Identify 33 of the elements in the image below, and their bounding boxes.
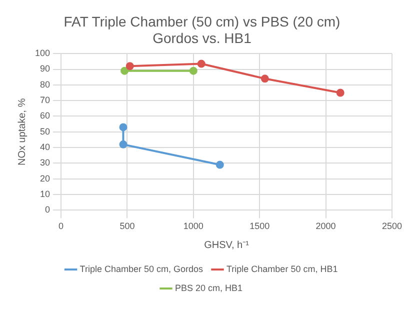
y-tick-label: 80 xyxy=(40,79,50,90)
y-axis-title: NOx uptake, % xyxy=(16,98,28,166)
y-tick-label: 70 xyxy=(40,95,50,106)
y-tick-label: 30 xyxy=(40,158,50,168)
y-tick-label: 50 xyxy=(40,126,50,136)
y-tick-label: 60 xyxy=(40,110,50,121)
point xyxy=(260,74,269,83)
x-axis-title: GHSV, h⁻¹ xyxy=(204,240,250,251)
legend-label: Triple Chamber 50 cm, Gordos xyxy=(80,264,204,274)
point xyxy=(120,66,129,75)
x-tick-label: 500 xyxy=(120,221,135,232)
chart-subtitle: Gordos vs. HB1 xyxy=(152,30,252,46)
y-tick-label: 10 xyxy=(40,189,50,200)
y-tick-label: 90 xyxy=(40,64,50,74)
y-tick-label: 0 xyxy=(45,204,50,215)
point xyxy=(119,140,128,148)
y-tick-label: 100 xyxy=(34,48,50,58)
point xyxy=(126,62,134,70)
chart-title: FAT Triple Chamber (50 cm) vs PBS (20 cm) xyxy=(64,13,340,30)
y-tick-label: 40 xyxy=(40,142,50,152)
y-tick-label: 20 xyxy=(40,173,50,184)
point xyxy=(189,66,198,75)
point xyxy=(216,160,224,169)
x-tick-label: 0 xyxy=(58,221,64,232)
point xyxy=(336,88,344,97)
point xyxy=(197,60,206,68)
x-tick-label: 1000 xyxy=(183,221,204,232)
legend-label: PBS 20 cm, HB1 xyxy=(174,282,243,293)
point xyxy=(119,123,128,132)
legend-label: Triple Chamber 50 cm, HB1 xyxy=(226,264,338,274)
x-tick-label: 1500 xyxy=(250,221,270,232)
x-tick-label: 2500 xyxy=(382,221,402,232)
x-tick-label: 2000 xyxy=(316,221,336,232)
